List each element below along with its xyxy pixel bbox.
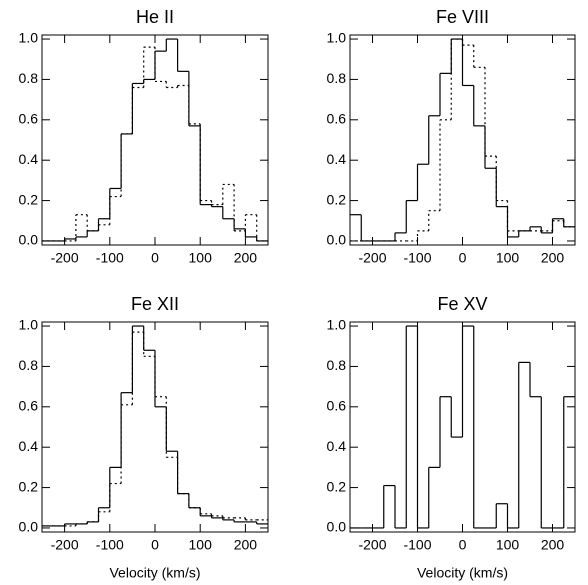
y-tick-label: 0.6	[19, 398, 39, 414]
y-tick-label: 1.0	[19, 30, 39, 46]
y-tick-label: 0.8	[19, 357, 39, 373]
y-tick-label: 0.0	[327, 232, 347, 248]
y-tick-label: 0.0	[19, 232, 39, 248]
x-tick-label: -100	[403, 537, 431, 553]
x-tick-label: 100	[189, 250, 213, 266]
y-tick-label: 0.2	[327, 478, 347, 494]
x-tick-label: 0	[459, 537, 467, 553]
x-tick-label: -100	[403, 250, 431, 266]
y-tick-label: 0.8	[327, 357, 347, 373]
x-tick-label: -200	[358, 250, 386, 266]
x-axis-label: Velocity (km/s)	[109, 565, 200, 581]
y-tick-label: 1.0	[19, 317, 39, 333]
y-tick-label: 0.4	[327, 438, 347, 454]
plot-frame	[349, 321, 576, 533]
y-tick-label: 1.0	[327, 30, 347, 46]
panel-title: Fe VIII	[436, 7, 489, 27]
y-tick-label: 0.2	[19, 478, 39, 494]
x-tick-label: 0	[459, 250, 467, 266]
plot-frame	[41, 321, 269, 533]
x-tick-label: -200	[51, 537, 79, 553]
x-tick-label: 0	[151, 250, 159, 266]
y-tick-label: 0.0	[19, 519, 39, 535]
x-tick-label: 200	[234, 250, 258, 266]
x-tick-label: -100	[96, 537, 124, 553]
y-tick-label: 0.8	[19, 70, 39, 86]
panel-title: Fe XV	[437, 294, 487, 314]
x-tick-label: 200	[541, 537, 565, 553]
y-tick-label: 0.2	[327, 191, 347, 207]
x-tick-label: 100	[496, 250, 520, 266]
x-tick-label: -100	[96, 250, 124, 266]
y-tick-label: 0.2	[19, 191, 39, 207]
y-tick-label: 0.4	[19, 151, 39, 167]
x-tick-label: -200	[51, 250, 79, 266]
x-tick-label: -200	[358, 537, 386, 553]
x-tick-label: 100	[189, 537, 213, 553]
x-axis-label: Velocity (km/s)	[417, 565, 508, 581]
y-tick-label: 0.4	[327, 151, 347, 167]
y-tick-label: 0.6	[327, 111, 347, 127]
y-tick-label: 0.0	[327, 519, 347, 535]
x-tick-label: 200	[541, 250, 565, 266]
y-tick-label: 0.8	[327, 70, 347, 86]
y-tick-label: 1.0	[327, 317, 347, 333]
panel-title: He II	[136, 7, 174, 27]
plot-frame	[41, 34, 269, 246]
x-tick-label: 0	[151, 537, 159, 553]
y-tick-label: 0.6	[327, 398, 347, 414]
x-tick-label: 200	[234, 537, 258, 553]
x-tick-label: 100	[496, 537, 520, 553]
y-tick-label: 0.6	[19, 111, 39, 127]
plot-frame	[349, 34, 576, 246]
y-tick-label: 0.4	[19, 438, 39, 454]
panel-title: Fe XII	[131, 294, 179, 314]
